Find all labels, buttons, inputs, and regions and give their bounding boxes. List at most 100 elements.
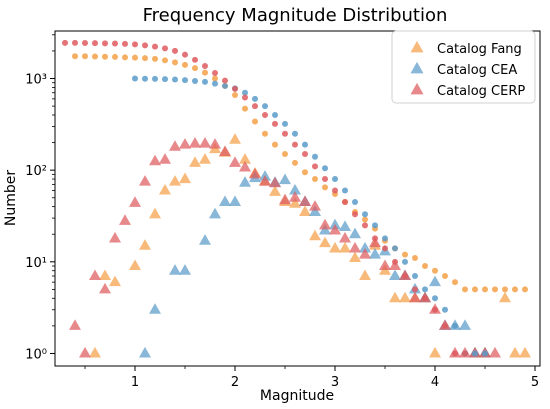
- data-point-circle: [462, 286, 468, 293]
- data-point-triangle: [69, 319, 81, 330]
- data-point-triangle: [129, 259, 141, 271]
- data-point-circle: [442, 322, 448, 329]
- data-point-circle: [172, 76, 178, 83]
- data-point-circle: [282, 151, 288, 158]
- data-point-circle: [182, 61, 188, 68]
- data-point-triangle: [109, 275, 121, 287]
- data-point-circle: [262, 103, 268, 110]
- legend-label: Catalog CEA: [437, 63, 517, 78]
- data-point-circle: [132, 41, 138, 48]
- data-point-circle: [112, 53, 118, 60]
- x-tick-label: 2: [231, 375, 239, 390]
- data-point-triangle: [319, 218, 331, 230]
- data-point-circle: [212, 80, 218, 87]
- data-point-circle: [242, 105, 248, 112]
- legend: Catalog Fang Catalog CEA Catalog CERP: [391, 30, 536, 104]
- data-point-circle: [372, 235, 378, 242]
- data-point-triangle: [139, 346, 151, 358]
- data-point-circle: [92, 40, 98, 47]
- data-point-circle: [362, 211, 368, 218]
- data-point-circle: [312, 176, 318, 183]
- data-point-circle: [202, 62, 208, 69]
- data-point-circle: [512, 286, 518, 293]
- data-point-circle: [302, 141, 308, 148]
- data-point-triangle: [149, 154, 161, 166]
- data-point-triangle: [309, 229, 321, 241]
- data-point-circle: [472, 350, 478, 357]
- data-point-circle: [232, 92, 238, 99]
- data-point-circle: [152, 55, 158, 62]
- data-point-triangle: [459, 319, 471, 330]
- data-point-circle: [412, 286, 418, 293]
- series-2: [69, 137, 501, 358]
- data-point-circle: [202, 78, 208, 85]
- data-point-circle: [522, 286, 528, 293]
- data-point-circle: [402, 251, 408, 258]
- data-point-circle: [452, 322, 458, 329]
- data-point-triangle: [339, 241, 351, 253]
- series-5: [62, 39, 468, 357]
- legend-label: Catalog Fang: [437, 42, 522, 57]
- data-point-triangle: [99, 282, 111, 294]
- data-point-triangle: [179, 172, 191, 184]
- data-point-circle: [472, 286, 478, 293]
- data-point-circle: [382, 235, 388, 242]
- data-point-triangle: [249, 167, 261, 179]
- y-tick-label: 10⁰: [25, 347, 47, 362]
- data-point-circle: [342, 198, 348, 205]
- data-point-triangle: [279, 173, 291, 185]
- x-tick-label: 4: [431, 375, 439, 390]
- data-point-circle: [462, 350, 468, 357]
- data-point-circle: [432, 295, 438, 302]
- y-tick-label: 10¹: [25, 256, 47, 271]
- data-point-circle: [172, 59, 178, 66]
- data-point-circle: [192, 77, 198, 84]
- data-point-triangle: [79, 346, 91, 358]
- data-point-triangle: [359, 248, 371, 259]
- data-point-circle: [242, 89, 248, 96]
- data-point-triangle: [179, 138, 191, 149]
- data-point-circle: [262, 111, 268, 118]
- data-point-circle: [382, 245, 388, 252]
- data-point-circle: [392, 245, 398, 252]
- data-point-circle: [62, 39, 68, 46]
- data-point-triangle: [139, 175, 151, 186]
- data-point-triangle: [409, 291, 421, 303]
- data-point-circle: [292, 141, 298, 148]
- data-point-circle: [352, 198, 358, 205]
- legend-box: [391, 30, 536, 104]
- data-point-circle: [322, 165, 328, 172]
- data-point-triangle: [309, 205, 321, 216]
- data-point-circle: [182, 77, 188, 84]
- data-point-circle: [162, 76, 168, 83]
- data-point-triangle: [229, 195, 241, 206]
- data-point-triangle: [219, 195, 231, 206]
- data-point-circle: [332, 176, 338, 183]
- legend-marker: [410, 40, 424, 53]
- data-point-triangle: [429, 346, 441, 358]
- data-point-circle: [72, 39, 78, 46]
- data-point-triangle: [239, 153, 251, 164]
- x-axis: 1 2 3 4 5: [84, 366, 539, 390]
- data-point-triangle: [159, 153, 171, 164]
- legend-label: Catalog CERP: [437, 84, 525, 99]
- data-point-circle: [422, 295, 428, 302]
- series-1: [139, 170, 491, 358]
- data-point-triangle: [499, 291, 511, 303]
- data-point-circle: [242, 94, 248, 101]
- data-point-triangle: [319, 236, 331, 248]
- data-point-circle: [272, 141, 278, 148]
- data-point-circle: [322, 184, 328, 191]
- plot-area: [62, 39, 531, 358]
- data-point-triangle: [369, 236, 381, 248]
- data-point-circle: [252, 95, 258, 102]
- data-point-circle: [392, 258, 398, 265]
- y-tick-label: 10³: [25, 73, 47, 88]
- data-point-triangle: [129, 196, 141, 207]
- data-point-circle: [72, 53, 78, 60]
- data-point-circle: [412, 273, 418, 280]
- data-point-triangle: [279, 193, 291, 205]
- data-point-circle: [162, 57, 168, 64]
- data-point-circle: [152, 43, 158, 50]
